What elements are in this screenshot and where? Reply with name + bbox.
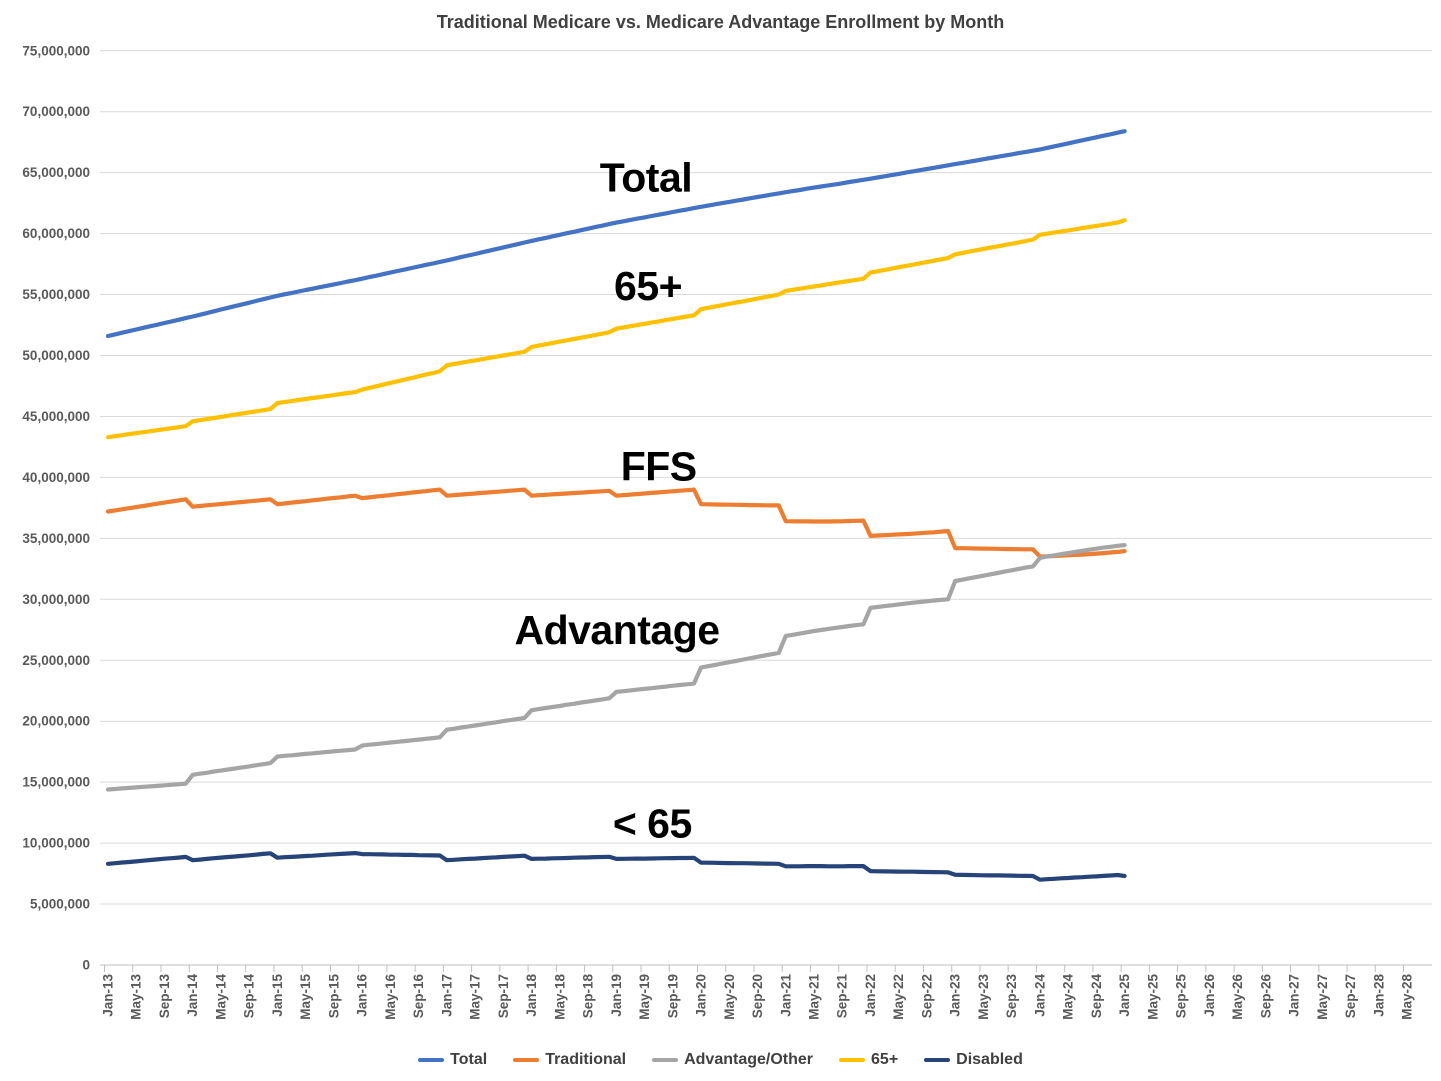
- y-tick-label: 10,000,000: [22, 836, 90, 851]
- x-tick-label: May-19: [637, 974, 652, 1020]
- x-tick-label: Jan-21: [778, 974, 793, 1017]
- legend-item-traditional: Traditional: [513, 1051, 626, 1069]
- y-tick-label: 65,000,000: [22, 165, 90, 180]
- legend-label-traditional: Traditional: [545, 1051, 627, 1068]
- x-tick-label: Jan-16: [355, 974, 370, 1017]
- x-tick-label: Jan-18: [524, 974, 539, 1017]
- x-tick-label: May-25: [1145, 974, 1160, 1020]
- x-tick-label: May-28: [1400, 974, 1415, 1020]
- plot-area: 0 5,000,000 10,000,000 15,000,000 20,000,000…: [22, 43, 1432, 1020]
- legend-swatch-disabled: [924, 1057, 951, 1063]
- legend: Total Traditional Advantage/Other 65+ Disabl…: [0, 1051, 1441, 1069]
- y-tick-label: 35,000,000: [22, 531, 90, 546]
- x-tick-label: Sep-18: [581, 974, 596, 1019]
- y-tick-label: 40,000,000: [22, 470, 90, 485]
- x-tick-label: Sep-22: [919, 974, 934, 1018]
- legend-swatch-total: [418, 1057, 445, 1063]
- x-tick-label: Sep-23: [1004, 974, 1019, 1019]
- x-tick-label: May-23: [976, 974, 991, 1020]
- x-tick-label: May-27: [1315, 974, 1330, 1020]
- x-tick-label: May-15: [298, 974, 313, 1020]
- y-tick-label: 50,000,000: [22, 348, 90, 363]
- x-tick-label: Jan-24: [1032, 974, 1047, 1017]
- series-line-disabled: [105, 850, 1127, 882]
- x-tick-label: Jan-23: [948, 974, 963, 1017]
- x-tick-label: Sep-13: [157, 974, 172, 1019]
- x-tick-label: Jan-19: [609, 974, 624, 1017]
- x-tick-label: Jan-22: [863, 974, 878, 1017]
- y-tick-label: 5,000,000: [30, 897, 90, 912]
- x-tick-label: May-16: [383, 974, 398, 1020]
- x-tick-label: May-20: [722, 974, 737, 1020]
- x-tick-label: Sep-27: [1343, 974, 1358, 1018]
- series-annotation: Advantage: [514, 607, 719, 653]
- legend-label-total: Total: [450, 1051, 488, 1068]
- legend-swatch-advantage-other: [652, 1057, 679, 1063]
- legend-item-disabled: Disabled: [924, 1051, 1023, 1069]
- legend-item-total: Total: [418, 1051, 487, 1069]
- x-tick-label: Jan-13: [101, 974, 116, 1017]
- y-tick-label: 0: [82, 958, 90, 973]
- series-annotation: < 65: [613, 801, 692, 847]
- series-annotation: FFS: [621, 443, 697, 489]
- legend-label-advantage-other: Advantage/Other: [684, 1051, 814, 1068]
- x-tick-label: Sep-15: [326, 974, 341, 1019]
- y-tick-label: 30,000,000: [22, 592, 90, 607]
- x-tick-label: Sep-20: [750, 974, 765, 1018]
- y-tick-label: 45,000,000: [22, 409, 90, 424]
- x-tick-label: Sep-26: [1258, 974, 1273, 1019]
- x-tick-label: Jan-15: [270, 974, 285, 1017]
- x-tick-label: May-21: [807, 974, 822, 1020]
- series-line-65-: [105, 218, 1127, 440]
- y-tick-label: 15,000,000: [22, 775, 90, 790]
- legend-label-65-: 65+: [871, 1051, 899, 1068]
- x-tick-label: Sep-19: [665, 974, 680, 1018]
- x-tick-label: Jan-28: [1371, 974, 1386, 1017]
- series-line-traditional: [105, 487, 1127, 559]
- series-line-advantage-other: [105, 542, 1127, 792]
- x-tick-label: Sep-24: [1089, 974, 1104, 1019]
- legend-item-65-: 65+: [839, 1051, 898, 1069]
- chart-title: Traditional Medicare vs. Medicare Advant…: [436, 12, 1005, 32]
- x-tick-label: Sep-14: [242, 974, 257, 1019]
- x-tick-label: Sep-17: [496, 974, 511, 1018]
- x-tick-label: Sep-25: [1174, 974, 1189, 1019]
- legend-label-disabled: Disabled: [956, 1051, 1023, 1068]
- y-tick-label: 25,000,000: [22, 653, 90, 668]
- y-tick-label: 55,000,000: [22, 287, 90, 302]
- legend-item-advantage-other: Advantage/Other: [652, 1051, 813, 1069]
- series-annotation: Total: [600, 155, 692, 201]
- x-tick-label: Jan-14: [185, 974, 200, 1017]
- x-tick-label: Jan-20: [694, 974, 709, 1017]
- x-tick-label: Sep-21: [835, 974, 850, 1019]
- x-tick-label: Jan-25: [1117, 974, 1132, 1017]
- series-annotation: 65+: [614, 263, 682, 309]
- series-line-total: [105, 129, 1127, 339]
- x-tick-label: Jan-27: [1287, 974, 1302, 1017]
- x-tick-label: May-26: [1230, 974, 1245, 1020]
- x-tick-label: May-17: [468, 974, 483, 1020]
- y-tick-label: 60,000,000: [22, 226, 90, 241]
- x-tick-label: May-14: [213, 974, 228, 1020]
- y-tick-label: 20,000,000: [22, 714, 90, 729]
- y-tick-label: 75,000,000: [22, 43, 90, 58]
- y-tick-label: 70,000,000: [22, 104, 90, 119]
- x-tick-label: Sep-16: [411, 974, 426, 1019]
- legend-swatch-traditional: [513, 1057, 540, 1063]
- x-tick-label: May-22: [891, 974, 906, 1020]
- legend-swatch-65-: [839, 1057, 866, 1063]
- x-tick-label: May-18: [552, 974, 567, 1020]
- x-tick-label: May-13: [129, 974, 144, 1020]
- x-tick-label: Jan-17: [439, 974, 454, 1017]
- x-tick-label: May-24: [1061, 974, 1076, 1020]
- x-tick-label: Jan-26: [1202, 974, 1217, 1017]
